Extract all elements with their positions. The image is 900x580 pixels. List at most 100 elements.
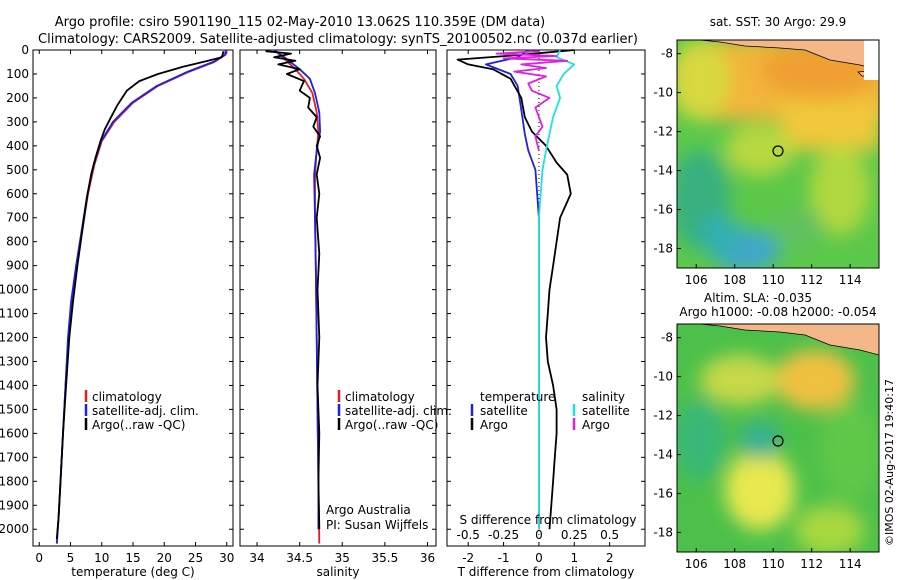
java-landmass: [699, 324, 879, 356]
s-tick-label: 0.25: [561, 528, 588, 542]
series-line: [55, 49, 228, 544]
y-tick-label: 1800: [0, 474, 29, 488]
argo-float-marker: [772, 145, 784, 157]
x-tick-label: 5: [67, 551, 75, 565]
x-tick-label: 20: [157, 551, 172, 565]
salinity-axis-label: salinity: [316, 565, 359, 579]
map-y-tick-label: -12: [653, 409, 673, 423]
figure-title-line1: Argo profile: csiro 5901190_115 02-May-2…: [55, 15, 546, 30]
y-tick-label: 1900: [0, 498, 29, 512]
s-difference-axis-label: S difference from climatology: [460, 513, 637, 527]
x-tick-label: 15: [125, 551, 140, 565]
s-tick-label: 0: [535, 528, 543, 542]
series-line: [495, 50, 569, 151]
legend-label-argo: Argo: [480, 418, 508, 432]
temperature-plot: 0100200300400500600700800900100011001200…: [0, 43, 234, 565]
s-tick-label: -0.5: [457, 528, 480, 542]
y-tick-label: 0: [21, 43, 29, 57]
y-tick-label: 300: [6, 115, 29, 129]
sla-map-frame: [676, 323, 880, 553]
map-x-tick-label: 108: [723, 557, 746, 571]
difference-legend-salinity: salinity satellite Argo: [572, 390, 630, 432]
figure-title-line2: Climatology: CARS2009. Satellite-adjuste…: [38, 32, 638, 47]
y-tick-label: 1500: [0, 402, 29, 416]
map-x-tick-label: 110: [762, 273, 785, 287]
map-x-tick-label: 106: [685, 273, 708, 287]
series-line: [265, 50, 321, 530]
map-y-tick-label: -10: [653, 86, 673, 100]
temperature-legend: climatology satellite-adj. clim. Argo(..…: [84, 390, 199, 432]
legend-label-climatology: climatology: [92, 390, 162, 404]
x-tick-label: 30: [219, 551, 234, 565]
missing-data-patch: [864, 40, 879, 80]
map-x-tick-label: 112: [800, 557, 823, 571]
y-tick-label: 1400: [0, 378, 29, 392]
map-y-tick-label: -14: [653, 448, 673, 462]
legend-label-satellite: satellite-adj. clim.: [345, 404, 452, 418]
series-line: [456, 49, 575, 530]
x-tick-label: 1: [570, 551, 578, 565]
y-tick-label: 200: [6, 91, 29, 105]
s-difference-tick-labels: -0.5 -0.25 0 0.25 0.5: [457, 528, 620, 542]
legend-heading-salinity: salinity: [582, 390, 625, 404]
x-tick-label: 34: [249, 551, 264, 565]
argo-float-marker: [772, 435, 784, 447]
legend-label-argo-salinity: Argo: [582, 418, 610, 432]
y-tick-label: 700: [6, 211, 29, 225]
map-y-tick-label: -10: [653, 370, 673, 384]
y-tick-label: 400: [6, 139, 29, 153]
t-difference-axis-label: T difference from climatology: [457, 565, 635, 579]
y-tick-label: 1100: [0, 307, 29, 321]
map-x-tick-label: 114: [839, 557, 862, 571]
y-tick-label: 900: [6, 259, 29, 273]
salinity-annotation-line1: Argo Australia: [326, 503, 411, 517]
legend-label-sat-salinity: satellite: [582, 404, 630, 418]
map-y-tick-label: -16: [653, 203, 673, 217]
difference-plot: -2 -1 0 1 2: [447, 49, 645, 565]
x-tick-label: -1: [498, 551, 510, 565]
map-y-tick-label: -18: [653, 526, 673, 540]
series-line: [273, 49, 321, 544]
sla-map-title: Altim. SLA: -0.035: [704, 291, 812, 305]
map-y-tick-label: -14: [653, 164, 673, 178]
x-tick-label: -2: [462, 551, 474, 565]
java-landmass: [699, 40, 879, 71]
sla-map-subtitle: Argo h1000: -0.08 h2000: -0.054: [679, 305, 876, 319]
x-tick-label: 34.5: [286, 551, 313, 565]
y-tick-label: 1000: [0, 283, 29, 297]
map-y-tick-label: -8: [661, 331, 673, 345]
x-tick-label: 2: [606, 551, 614, 565]
map-y-tick-label: -12: [653, 125, 673, 139]
x-tick-label: 10: [94, 551, 109, 565]
imos-credit: ©IMOS 02-Aug-2017 19:40:17: [883, 379, 896, 546]
series-line: [273, 49, 321, 530]
map-x-tick-label: 114: [839, 273, 862, 287]
y-tick-label: 1700: [0, 450, 29, 464]
map-y-tick-label: -18: [653, 242, 673, 256]
map-x-tick-label: 106: [685, 557, 708, 571]
salinity-legend: climatology satellite-adj. clim. Argo(..…: [337, 390, 452, 432]
x-tick-label: 35: [335, 551, 350, 565]
s-tick-label: 0.5: [600, 528, 619, 542]
y-tick-label: 600: [6, 187, 29, 201]
series-line: [55, 50, 225, 539]
y-tick-label: 500: [6, 163, 29, 177]
y-tick-label: 2000: [0, 522, 29, 536]
map-y-tick-label: -8: [661, 47, 673, 61]
y-tick-label: 1600: [0, 426, 29, 440]
x-tick-label: 0: [35, 551, 43, 565]
y-tick-label: 100: [6, 67, 29, 81]
y-tick-label: 800: [6, 235, 29, 249]
legend-label-argo: Argo(..raw -QC): [345, 418, 438, 432]
y-tick-label: 1300: [0, 354, 29, 368]
difference-panel-frame: [446, 49, 646, 547]
sst-map-title: sat. SST: 30 Argo: 29.9: [710, 15, 847, 29]
difference-legend-temperature: temperature satellite Argo: [470, 390, 555, 432]
legend-label-argo: Argo(..raw -QC): [92, 418, 185, 432]
salinity-panel-frame: [239, 49, 437, 547]
salinity-annotation-line2: PI: Susan Wijffels: [326, 518, 428, 532]
y-tick-label: 1200: [0, 331, 29, 345]
series-line: [485, 49, 540, 530]
sst-map-frame: [676, 39, 880, 269]
